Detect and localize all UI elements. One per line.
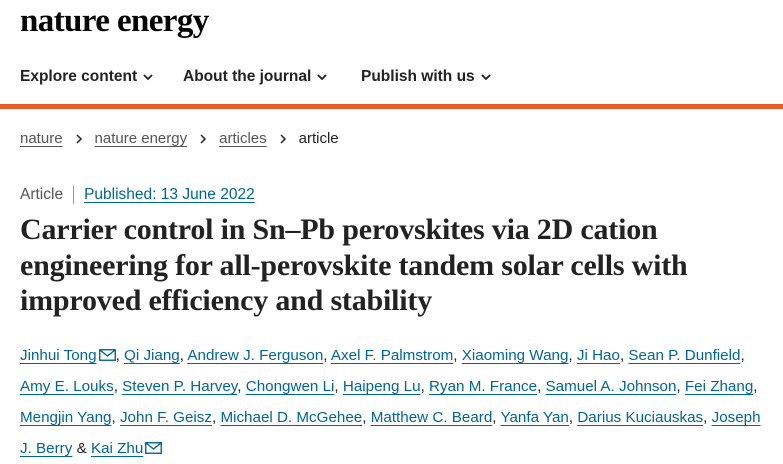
author-link[interactable]: Steven P. Harvey	[122, 378, 238, 395]
main-nav: Explore content About the journal Publis…	[0, 55, 783, 102]
author-separator: ,	[111, 409, 116, 426]
author-separator: ,	[113, 378, 118, 395]
author-separator: ,	[420, 378, 425, 395]
nav-label: About the journal	[183, 68, 312, 85]
author-separator: ,	[334, 378, 339, 395]
author-link[interactable]: Andrew J. Ferguson	[187, 347, 324, 364]
nav-about-journal[interactable]: About the journal	[183, 68, 327, 86]
published-date[interactable]: Published: 13 June 2022	[84, 186, 255, 203]
author-list: Jinhui Tong, Qi Jiang, Andrew J. Ferguso…	[20, 340, 775, 464]
author-link[interactable]: Haipeng Lu	[342, 378, 421, 395]
article-type: Article	[20, 186, 64, 203]
author-separator: ,	[492, 409, 497, 426]
chevron-down-icon	[143, 74, 153, 81]
breadcrumb-nature-energy[interactable]: nature energy	[94, 130, 188, 147]
author-separator: ,	[753, 378, 758, 395]
author-separator: ,	[619, 347, 625, 364]
author-separator: &	[76, 440, 87, 457]
author-link[interactable]: Joseph J. Berry	[20, 409, 761, 457]
author-link[interactable]: Sean P. Dunfield	[628, 347, 741, 364]
author-separator: ,	[676, 378, 681, 395]
envelope-icon[interactable]	[145, 434, 163, 454]
chevron-right-icon	[280, 133, 286, 144]
nav-explore-content[interactable]: Explore content	[20, 68, 153, 86]
author-separator: ,	[568, 409, 574, 426]
site-header: nature energy	[0, 0, 783, 50]
author-separator: ,	[703, 409, 708, 426]
article-meta: Article Published: 13 June 2022	[20, 186, 255, 204]
nav-label: Publish with us	[361, 68, 475, 85]
author-separator: ,	[362, 409, 367, 426]
author-separator: ,	[740, 347, 745, 364]
chevron-right-icon	[200, 133, 207, 144]
breadcrumb: nature nature energy articles article	[20, 130, 339, 147]
author-separator: ,	[323, 347, 328, 364]
author-separator: ,	[237, 378, 242, 395]
author-link[interactable]: Axel F. Palmstrom	[330, 347, 454, 364]
chevron-down-icon	[481, 74, 491, 81]
header-accent-rule	[0, 104, 783, 109]
author-link[interactable]: Xiaoming Wang	[461, 347, 569, 364]
author-link[interactable]: Chongwen Li	[245, 378, 335, 395]
article-title: Carrier control in Sn–Pb perovskites via…	[20, 213, 688, 317]
author-separator: ,	[537, 378, 542, 395]
nav-publish-with-us[interactable]: Publish with us	[361, 68, 491, 86]
author-link[interactable]: Ryan M. France	[429, 378, 538, 395]
nav-label: Explore content	[20, 68, 138, 85]
meta-divider	[73, 186, 75, 204]
chevron-down-icon	[317, 74, 327, 81]
author-link[interactable]: Amy E. Louks	[20, 378, 114, 395]
author-link[interactable]: Jinhui Tong	[20, 347, 97, 364]
journal-logo[interactable]: nature energy	[20, 3, 209, 39]
author-link[interactable]: John F. Geisz	[119, 409, 212, 426]
author-separator: ,	[211, 409, 217, 426]
author-link[interactable]: Ji Hao	[576, 347, 620, 364]
author-separator: ,	[568, 347, 573, 364]
author-link[interactable]: Kai Zhu	[90, 440, 144, 457]
chevron-right-icon	[76, 133, 82, 144]
breadcrumb-nature[interactable]: nature	[20, 130, 63, 147]
author-link[interactable]: Mengjin Yang	[20, 409, 112, 426]
author-separator: ,	[179, 347, 184, 364]
breadcrumb-current: article	[298, 130, 339, 147]
author-link[interactable]: Fei Zhang	[684, 378, 754, 395]
author-link[interactable]: Yanfa Yan	[500, 409, 569, 426]
author-link[interactable]: Matthew C. Beard	[370, 409, 493, 426]
envelope-icon[interactable]	[98, 341, 116, 361]
author-link[interactable]: Samuel A. Johnson	[545, 378, 677, 395]
author-link[interactable]: Darius Kuciauskas	[577, 409, 704, 426]
author-separator: ,	[453, 347, 458, 364]
author-link[interactable]: Michael D. McGehee	[220, 409, 363, 426]
breadcrumb-articles[interactable]: articles	[219, 130, 267, 147]
author-separator: ,	[115, 347, 120, 364]
author-link[interactable]: Qi Jiang	[124, 347, 180, 364]
